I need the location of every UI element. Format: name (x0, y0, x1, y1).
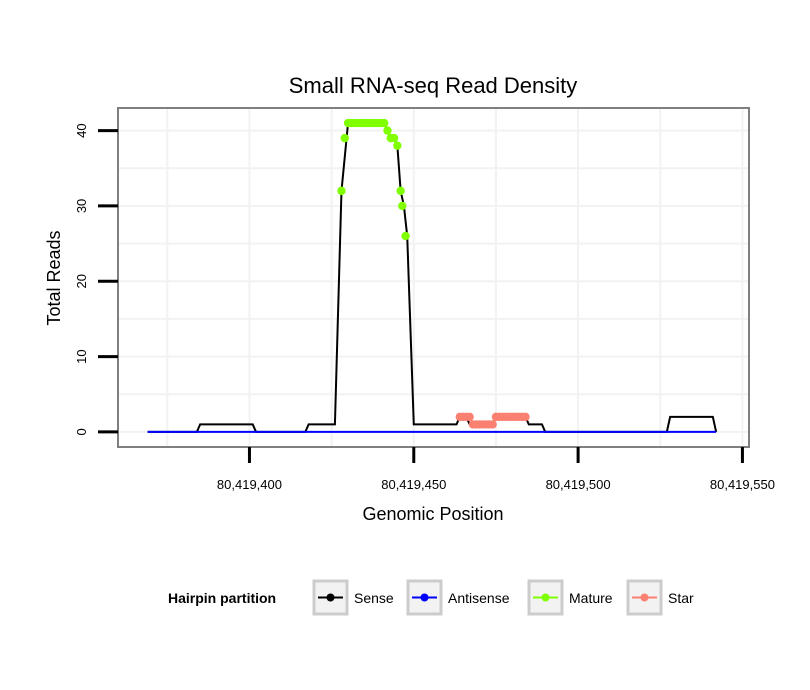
series-sense (147, 122, 718, 433)
plot-panel-border (117, 107, 750, 448)
y-axis-title: Total Reads (44, 230, 64, 325)
legend-entry-antisense: Antisense (406, 579, 510, 616)
mature-point (380, 118, 389, 128)
star-point (521, 412, 530, 422)
axes: 80,419,400 80,419,450 80,419,500 80,419,550… (74, 123, 775, 492)
legend-label: Sense (354, 590, 394, 606)
y-tick-label: 40 (74, 123, 89, 137)
legend-title: Hairpin partition (168, 590, 276, 606)
legend: Hairpin partition Sense Antisense Mature St… (168, 579, 694, 616)
star-point (488, 420, 497, 429)
x-tick-label: 80,419,550 (710, 477, 775, 492)
mature-point (389, 133, 399, 143)
legend-label: Mature (569, 590, 613, 606)
mature-point (398, 201, 407, 211)
x-axis-title: Genomic Position (362, 504, 503, 524)
legend-key-point (326, 593, 335, 602)
y-tick-label: 10 (74, 349, 89, 363)
sense-line (147, 122, 718, 433)
y-tick-label: 0 (74, 428, 89, 435)
legend-entry-sense: Sense (312, 579, 394, 616)
legend-entry-star: Star (626, 579, 694, 616)
series-star (455, 412, 530, 429)
legend-key-point (420, 593, 429, 602)
star-point (465, 412, 474, 422)
x-tick-label: 80,419,450 (381, 477, 446, 492)
chart-title: Small RNA-seq Read Density (289, 73, 578, 98)
mature-point (383, 126, 392, 135)
grid (118, 108, 749, 447)
mature-point (393, 141, 402, 150)
mature-point (401, 231, 410, 241)
series-mature (337, 118, 410, 241)
y-tick-label: 20 (74, 274, 89, 288)
legend-label: Antisense (448, 590, 510, 606)
legend-key-point (640, 593, 649, 602)
x-tick-label: 80,419,400 (217, 477, 282, 492)
mature-point (340, 133, 349, 143)
legend-entry-mature: Mature (527, 579, 613, 616)
series (147, 118, 718, 433)
mature-point (396, 186, 405, 196)
legend-key-point (541, 593, 550, 602)
mature-point (337, 186, 346, 196)
legend-label: Star (668, 590, 694, 606)
y-tick-label: 30 (74, 199, 89, 213)
x-tick-label: 80,419,500 (546, 477, 611, 492)
